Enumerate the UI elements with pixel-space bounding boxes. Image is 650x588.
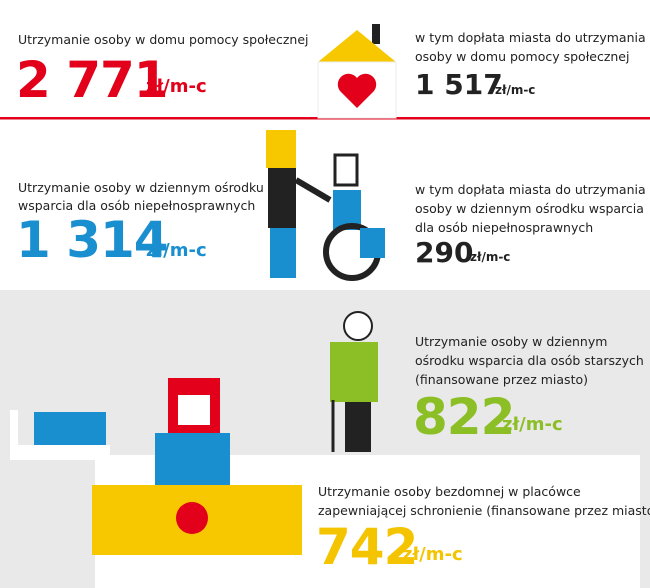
label: Utrzymanie osoby w dziennym xyxy=(415,334,608,349)
house-icon xyxy=(317,24,397,119)
subsidy-amount: 290 xyxy=(415,236,474,269)
label: Utrzymanie osoby w domu pomocy społeczne… xyxy=(18,32,309,47)
elderly-illustration xyxy=(330,311,378,452)
label: (finansowane przez miasto) xyxy=(415,372,588,387)
subsidy-label: w tym dopłata miasta do utrzymania xyxy=(415,182,646,197)
subsidy-label: osoby w dziennym ośrodku wsparcia xyxy=(415,201,644,216)
amount: 2 771 xyxy=(16,51,169,109)
unit: zł/m-c xyxy=(402,544,463,565)
amount: 822 xyxy=(413,388,515,446)
subsidy-label: dla osób niepełnosprawnych xyxy=(415,220,594,235)
label: wsparcia dla osób niepełnosprawnych xyxy=(18,198,256,213)
wheelchair-illustration xyxy=(266,130,385,281)
label: Utrzymanie osoby bezdomnej w placówce xyxy=(318,484,581,499)
amount: 742 xyxy=(316,518,418,576)
unit: zł/m-c xyxy=(146,76,207,97)
label: Utrzymanie osoby w dziennym ośrodku xyxy=(18,180,264,195)
subsidy-amount: 1 517 xyxy=(415,68,503,101)
label: ośrodku wsparcia dla osób starszych xyxy=(415,353,644,368)
subsidy-label: w tym dopłata miasta do utrzymania xyxy=(415,30,646,45)
subsidy-unit: zł/m-c xyxy=(470,250,511,264)
amount: 1 314 xyxy=(16,211,169,269)
unit: zł/m-c xyxy=(146,240,207,261)
label: zapewniającej schronienie (finansowane p… xyxy=(318,503,650,518)
subsidy-label: osoby w domu pomocy społecznej xyxy=(415,49,630,64)
unit: zł/m-c xyxy=(502,414,563,435)
homeless-illustration xyxy=(10,378,302,555)
subsidy-unit: zł/m-c xyxy=(495,83,536,97)
